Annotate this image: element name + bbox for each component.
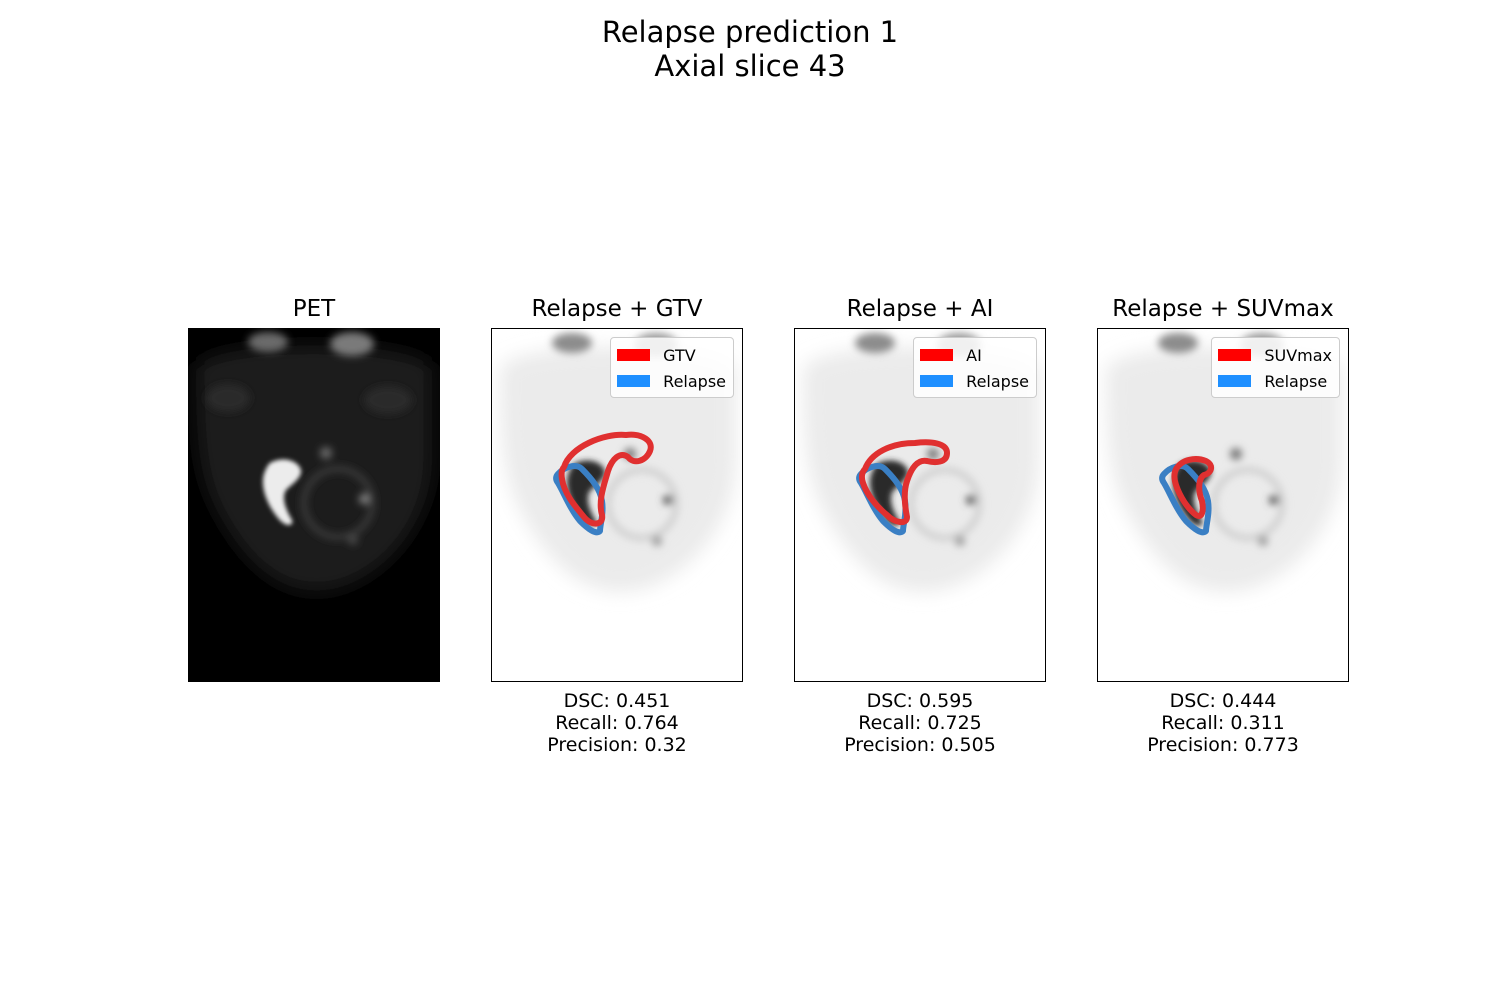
relapse-contour [1159,463,1212,536]
legend-swatch-relapse [1218,375,1252,387]
legend: SUVmax Relapse [1211,337,1340,398]
metric-recall: Recall: 0.764 [555,712,679,734]
metric-recall: Recall: 0.725 [858,712,982,734]
metric-precision: Precision: 0.505 [844,734,996,756]
legend-item-ai: AI [920,342,1029,368]
metric-dsc: DSC: 0.451 [563,690,671,712]
legend-label-relapse: Relapse [966,371,1029,391]
metrics-suvmax: DSC: 0.444 Recall: 0.311 Precision: 0.77… [1073,690,1373,756]
pet-image-panel [188,328,440,682]
legend-swatch-relapse [920,375,954,387]
panel-relapse-suvmax: SUVmax Relapse [1097,328,1349,682]
legend-swatch-gtv [617,349,651,361]
legend-item-gtv: GTV [617,342,726,368]
legend-label-relapse: Relapse [1264,371,1328,391]
legend: AI Relapse [913,337,1037,398]
panel-title-gtv: Relapse + GTV [531,296,703,322]
panel-relapse-gtv: GTV Relapse [491,328,743,682]
pet-image [188,328,440,682]
panel-title-ai: Relapse + AI [846,296,994,322]
relapse-contour [553,463,606,536]
panel-relapse-ai: AI Relapse [794,328,1046,682]
legend-label-gtv: GTV [663,345,696,365]
legend-item-relapse: Relapse [920,368,1029,394]
panel-title-suvmax: Relapse + SUVmax [1112,296,1334,322]
legend-swatch-suvmax [1218,349,1252,361]
legend-label-suvmax: SUVmax [1264,345,1332,365]
figure-title-line1: Relapse prediction 1 [601,15,899,49]
gtv-contour [558,431,654,527]
figure-title-line2: Axial slice 43 [654,49,846,83]
figure-title: Relapse prediction 1 Axial slice 43 [0,15,1500,83]
metrics-gtv: DSC: 0.451 Recall: 0.764 Precision: 0.32 [467,690,767,756]
legend-swatch-ai [920,349,954,361]
metric-dsc: DSC: 0.444 [1169,690,1277,712]
metrics-ai: DSC: 0.595 Recall: 0.725 Precision: 0.50… [770,690,1070,756]
legend-swatch-relapse [617,375,651,387]
legend: GTV Relapse [610,337,734,398]
metric-dsc: DSC: 0.595 [866,690,974,712]
legend-label-ai: AI [966,345,982,365]
legend-item-relapse: Relapse [1218,368,1332,394]
legend-item-relapse: Relapse [617,368,726,394]
suvmax-contour [1171,456,1214,519]
metric-recall: Recall: 0.311 [1161,712,1285,734]
ai-contour [858,439,950,525]
gtv-overlay-image [500,333,736,592]
panel-title-pet: PET [292,296,336,322]
legend-item-suvmax: SUVmax [1218,342,1332,368]
metric-precision: Precision: 0.32 [547,734,687,756]
metric-precision: Precision: 0.773 [1147,734,1299,756]
legend-label-relapse: Relapse [663,371,726,391]
